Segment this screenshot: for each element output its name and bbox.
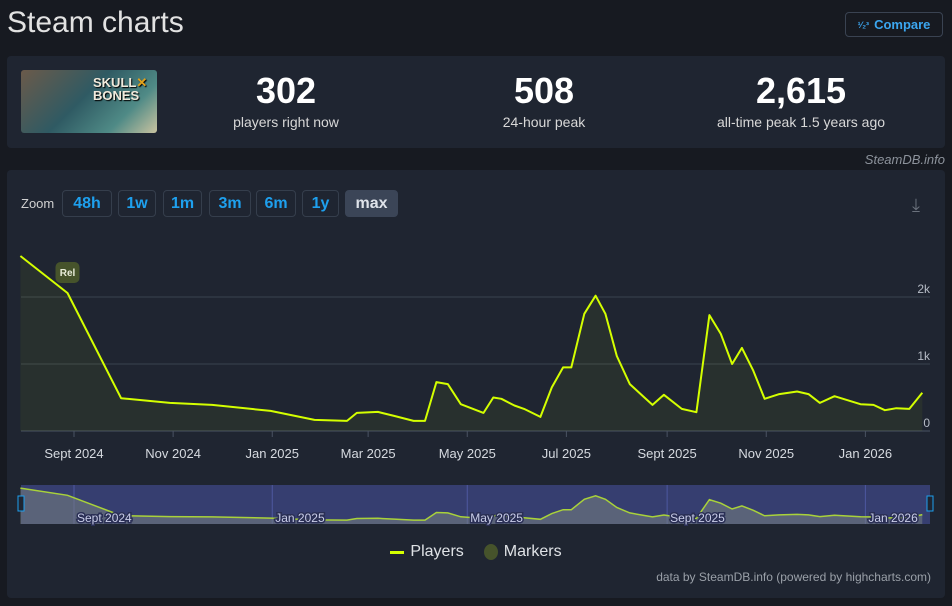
players-line [19, 255, 924, 422]
x-tick-label: Jan 2025 [246, 446, 300, 461]
stat-value: 2,615 [755, 70, 847, 111]
x-tick-label: Nov 2025 [738, 446, 794, 461]
stat-all-time-peak: 2,615 all-time peak 1.5 years ago [681, 70, 921, 130]
navigator-tick-label: Sept 2025 [670, 511, 725, 525]
x-tick-label: Jul 2025 [542, 446, 591, 461]
fraction-123-icon: ¹⁄₂³ [857, 19, 870, 30]
stat-label: 24-hour peak [502, 114, 586, 130]
marker-badge [55, 262, 80, 283]
navigator-tick-label: May 2025 [470, 511, 523, 525]
zoom-48h-button[interactable]: 48h [62, 190, 112, 217]
y-tick-label: 2k [917, 282, 931, 296]
x-tick-label: Jan 2026 [839, 446, 893, 461]
x-tick-label: Nov 2024 [145, 446, 201, 461]
navigator-line [20, 487, 923, 521]
download-icon[interactable]: ⤓ [912, 195, 920, 215]
navigator-tick-label: Jan 2026 [868, 511, 918, 525]
zoom-1m-button[interactable]: 1m [163, 190, 202, 217]
legend: Players Markers [0, 543, 952, 561]
navigator-left-handle[interactable] [17, 495, 25, 512]
chart-credits[interactable]: data by SteamDB.info (powered by highcha… [656, 570, 931, 584]
players-swatch [390, 550, 405, 554]
page-title: Steam charts [7, 6, 184, 39]
zoom-label: Zoom [21, 196, 55, 211]
navigator-tick-label: Jan 2025 [275, 511, 325, 525]
x-tick-label: May 2025 [439, 446, 496, 461]
stat-24h-peak: 508 24-hour peak [424, 70, 664, 130]
steamdb-source-link[interactable]: SteamDB.info [864, 152, 945, 167]
legend-label: Players [410, 543, 464, 560]
stats-panel [7, 56, 945, 148]
stat-current: 302 players right now [166, 70, 406, 130]
marker-label: Rel [60, 268, 76, 279]
zoom-3m-button[interactable]: 3m [209, 190, 251, 217]
y-tick-label: 0 [923, 416, 930, 430]
zoom-6m-button[interactable]: 6m [256, 190, 296, 217]
zoom-max-button[interactable]: max [345, 190, 398, 217]
players-area [20, 256, 923, 431]
stat-label: all-time peak 1.5 years ago [716, 114, 886, 130]
x-tick-label: Mar 2025 [341, 446, 396, 461]
release-marker[interactable]: Rel [55, 262, 80, 283]
stat-value: 302 [255, 70, 317, 111]
game-logo: SKULL✕ BONES [93, 75, 148, 103]
compare-label: Compare [874, 17, 931, 32]
game-cover-image[interactable]: SKULL✕ BONES [21, 70, 157, 133]
zoom-1y-button[interactable]: 1y [302, 190, 339, 217]
navigator-tick-label: Sept 2024 [77, 511, 132, 525]
markers-swatch [483, 544, 498, 560]
legend-item-players[interactable]: Players [390, 543, 464, 561]
navigator-right-handle[interactable] [926, 495, 934, 512]
legend-label: Markers [503, 543, 562, 560]
stat-label: players right now [233, 114, 339, 130]
stat-value: 508 [513, 70, 575, 111]
legend-item-markers[interactable]: Markers [483, 543, 562, 561]
zoom-1w-button[interactable]: 1w [118, 190, 156, 217]
x-tick-label: Sept 2024 [44, 446, 103, 461]
x-tick-label: Sept 2025 [637, 446, 696, 461]
chart-panel [7, 170, 945, 598]
compare-button[interactable]: ¹⁄₂³ Compare [845, 12, 943, 37]
y-tick-label: 1k [917, 349, 931, 363]
